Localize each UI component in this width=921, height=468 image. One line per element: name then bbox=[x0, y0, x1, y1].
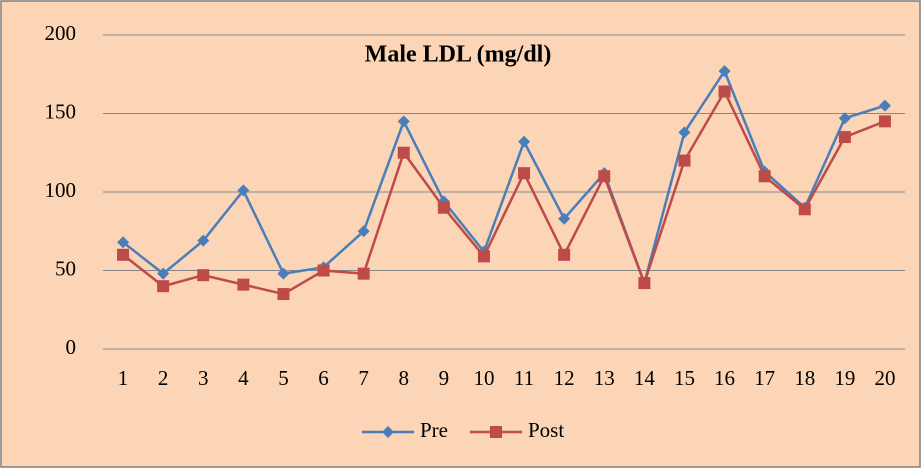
marker bbox=[117, 248, 130, 261]
marker bbox=[718, 65, 731, 78]
marker bbox=[798, 203, 811, 216]
marker bbox=[357, 225, 370, 238]
marker bbox=[197, 269, 210, 282]
x-tick-label: 6 bbox=[318, 366, 329, 390]
marker bbox=[117, 236, 130, 249]
marker bbox=[197, 234, 210, 247]
x-tick-label: 5 bbox=[278, 366, 289, 390]
marker bbox=[838, 112, 851, 125]
x-tick-label: 13 bbox=[594, 366, 615, 390]
marker bbox=[518, 167, 531, 180]
marker bbox=[357, 267, 370, 280]
chart-title: Male LDL (mg/dl) bbox=[365, 42, 552, 68]
marker bbox=[678, 126, 691, 139]
x-tick-label: 11 bbox=[514, 366, 534, 390]
series-line bbox=[122, 68, 886, 288]
marker bbox=[878, 115, 891, 128]
y-tick-label: 0 bbox=[66, 335, 77, 359]
marker bbox=[598, 170, 611, 183]
x-tick-label: 1 bbox=[118, 366, 129, 390]
x-tick-label: 15 bbox=[674, 366, 695, 390]
x-tick-label: 2 bbox=[158, 366, 169, 390]
y-tick-label: 50 bbox=[55, 256, 76, 280]
marker bbox=[397, 115, 410, 128]
series-line bbox=[122, 88, 886, 296]
marker bbox=[437, 201, 450, 214]
y-tick-label: 150 bbox=[45, 99, 77, 123]
x-tick-label: 18 bbox=[794, 366, 815, 390]
marker bbox=[518, 135, 531, 148]
x-tick-label: 7 bbox=[358, 366, 369, 390]
x-tick-label: 14 bbox=[634, 366, 656, 390]
marker bbox=[317, 264, 330, 277]
marker bbox=[157, 267, 170, 280]
marker bbox=[382, 426, 394, 438]
marker bbox=[477, 250, 490, 263]
x-tick-label: 20 bbox=[874, 366, 895, 390]
marker bbox=[638, 277, 651, 290]
x-tick-label: 9 bbox=[439, 366, 450, 390]
x-tick-label: 4 bbox=[238, 366, 249, 390]
x-tick-label: 3 bbox=[198, 366, 209, 390]
x-tick-label: 12 bbox=[554, 366, 575, 390]
marker bbox=[397, 146, 410, 159]
marker bbox=[838, 131, 851, 144]
x-tick-label: 19 bbox=[834, 366, 855, 390]
marker bbox=[490, 426, 502, 438]
marker bbox=[678, 154, 691, 167]
marker bbox=[237, 278, 250, 291]
marker bbox=[277, 288, 290, 301]
x-tick-label: 10 bbox=[473, 366, 494, 390]
legend-label: Pre bbox=[420, 418, 448, 442]
marker bbox=[558, 248, 571, 261]
marker bbox=[758, 170, 771, 183]
marker bbox=[157, 280, 170, 293]
marker bbox=[237, 184, 250, 197]
x-tick-label: 8 bbox=[399, 366, 410, 390]
marker bbox=[558, 212, 571, 225]
x-tick-label: 17 bbox=[754, 366, 775, 390]
marker bbox=[878, 99, 891, 112]
marker bbox=[277, 267, 290, 280]
y-tick-label: 200 bbox=[45, 21, 77, 45]
marker bbox=[718, 85, 731, 98]
x-tick-label: 16 bbox=[714, 366, 735, 390]
y-tick-label: 100 bbox=[45, 178, 77, 202]
legend-label: Post bbox=[528, 418, 564, 442]
